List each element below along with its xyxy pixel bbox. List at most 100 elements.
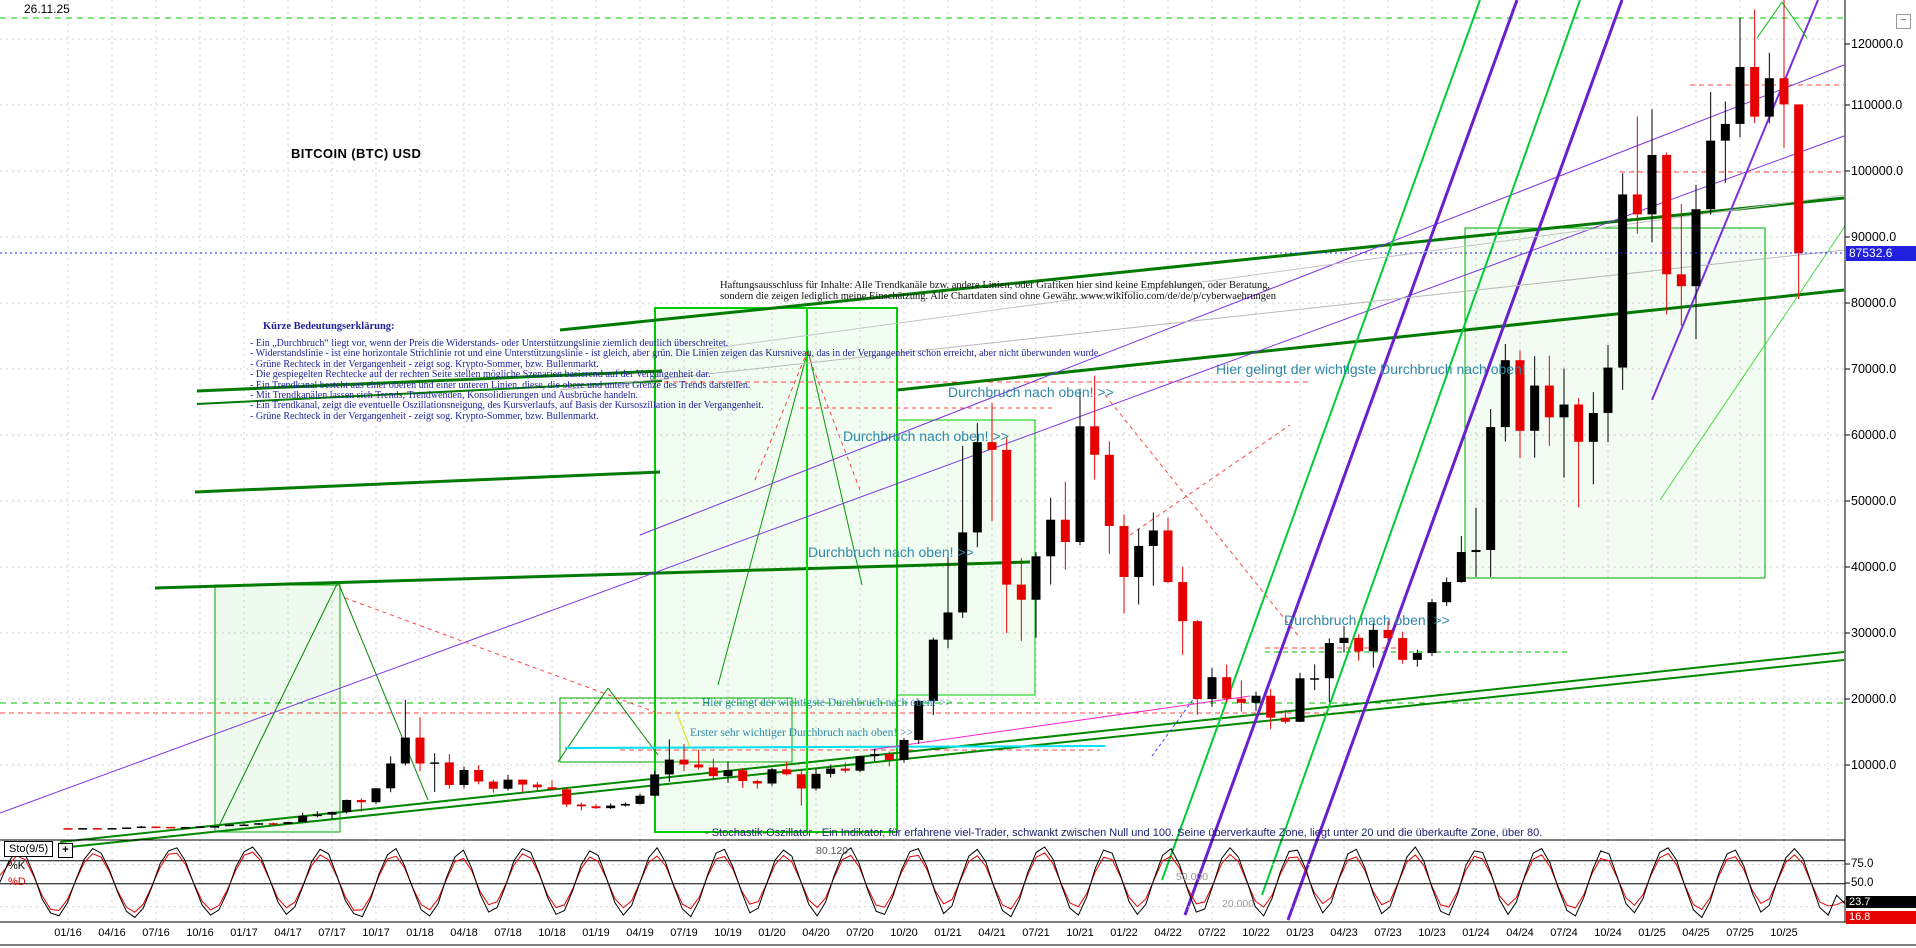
trend-line	[59, 659, 1845, 849]
candle	[1618, 194, 1628, 368]
candle	[1530, 385, 1540, 431]
candle	[1236, 698, 1246, 703]
price-axis-label: 40000.0	[1851, 560, 1897, 574]
candle	[576, 804, 586, 807]
candle	[136, 826, 146, 829]
trend-rectangle	[1464, 227, 1766, 579]
candle	[1339, 637, 1349, 644]
trend-line	[717, 349, 809, 686]
x-axis-label: 04/20	[802, 927, 830, 939]
x-axis-label: 01/21	[934, 927, 962, 939]
x-axis-label: 10/19	[714, 927, 742, 939]
candle	[415, 737, 425, 764]
candle	[1222, 677, 1232, 699]
x-axis-label: 04/17	[274, 927, 302, 939]
candle	[254, 823, 264, 825]
candle	[1207, 677, 1217, 700]
percent-k-label: %K	[8, 860, 26, 872]
add-indicator-button[interactable]: +	[58, 843, 73, 858]
x-axis-label: 01/25	[1638, 927, 1666, 939]
candle	[1324, 643, 1334, 679]
chart-annotation: Durchbruch nach oben! >>	[948, 384, 1114, 400]
disclaimer-line-2: sondern die zeigen lediglich meine Einsc…	[720, 291, 1276, 302]
x-axis-label: 07/22	[1198, 927, 1226, 939]
candle	[914, 700, 924, 740]
candle	[1295, 678, 1305, 722]
trend-line	[196, 369, 663, 393]
candle	[1251, 695, 1261, 703]
x-axis-label: 10/17	[362, 927, 390, 939]
candle	[870, 754, 880, 757]
candle	[1354, 637, 1364, 652]
candle	[518, 779, 528, 785]
x-axis-label: 01/19	[582, 927, 610, 939]
legend-bullet: - Grüne Rechteck in der Vergangenheit - …	[250, 358, 599, 370]
candle	[840, 768, 850, 771]
trend-line	[1261, 0, 1581, 896]
trend-line	[1756, 1, 1783, 39]
candle	[78, 828, 88, 830]
candle	[151, 826, 161, 829]
candle	[1486, 427, 1496, 550]
candle	[958, 532, 968, 613]
candle	[1603, 367, 1613, 414]
candle	[1398, 638, 1408, 660]
legend-bullet: - Grüne Rechteck in der Vergangenheit - …	[250, 410, 599, 422]
trend-line	[196, 380, 663, 405]
candle	[444, 762, 454, 785]
collapse-icon[interactable]: −	[1896, 14, 1911, 29]
candle	[1060, 519, 1070, 542]
trend-line	[0, 135, 1845, 814]
x-axis-label: 04/22	[1154, 927, 1182, 939]
candle	[547, 787, 557, 790]
trend-line	[557, 687, 609, 763]
candle	[1148, 530, 1158, 546]
candle	[811, 773, 821, 789]
trend-line	[806, 351, 861, 491]
candle	[1632, 194, 1642, 215]
trend-line	[217, 581, 339, 829]
candle	[738, 770, 748, 782]
x-axis-label: 10/16	[186, 927, 214, 939]
trend-line	[1161, 0, 1481, 881]
price-axis-label: 120000.0	[1851, 37, 1904, 51]
legend-title: Kürze Bedeutungserklärung:	[263, 321, 395, 332]
candle	[488, 781, 498, 789]
stochastic-note: - Stochastik-Oszillator - Ein Indikator,…	[705, 827, 1543, 839]
candle	[1588, 413, 1598, 442]
trend-line	[869, 695, 1251, 751]
trend-line	[699, 194, 1845, 351]
trend-line	[675, 709, 691, 749]
candle	[899, 739, 909, 760]
candle	[312, 814, 322, 817]
candle	[400, 737, 410, 764]
candle	[562, 789, 572, 805]
candle	[1662, 154, 1672, 275]
candle	[1764, 78, 1774, 117]
x-axis-label: 07/25	[1726, 927, 1754, 939]
trend-line	[607, 687, 659, 756]
candle	[195, 826, 205, 828]
candle	[239, 824, 249, 827]
candle	[591, 806, 601, 809]
sto-indicator-button[interactable]: Sto(9/5)	[4, 841, 54, 857]
candle	[268, 823, 278, 825]
candle	[210, 826, 220, 828]
candle	[1016, 584, 1026, 600]
stochastic-k-badge: 23.7	[1846, 896, 1916, 908]
candle	[855, 756, 865, 771]
legend-bullets: - Ein „Durchbruch“ liegt vor, wenn der P…	[250, 338, 1101, 422]
candle	[1119, 525, 1129, 578]
trend-line	[1104, 394, 1301, 639]
candle	[532, 784, 542, 788]
candle	[92, 828, 102, 830]
x-axis-label: 10/22	[1242, 927, 1270, 939]
x-axis-label: 04/23	[1330, 927, 1358, 939]
candle	[1720, 123, 1730, 141]
x-axis-label: 10/23	[1418, 927, 1446, 939]
candle	[679, 759, 689, 765]
candle	[1647, 154, 1657, 215]
candle	[1750, 66, 1760, 117]
